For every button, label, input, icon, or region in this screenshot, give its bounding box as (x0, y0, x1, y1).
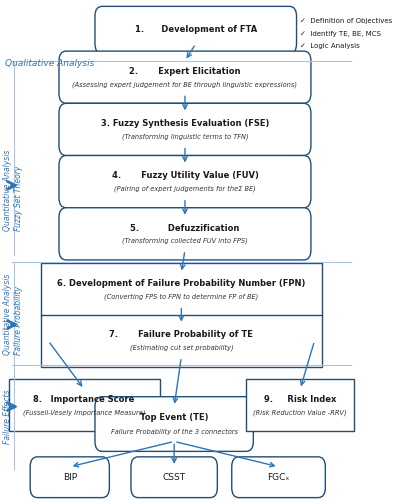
FancyBboxPatch shape (41, 314, 321, 367)
Text: (Risk Reduction Value -RRV): (Risk Reduction Value -RRV) (253, 409, 346, 416)
FancyBboxPatch shape (245, 380, 353, 432)
Text: 3. Fuzzy Synthesis Evaluation (FSE): 3. Fuzzy Synthesis Evaluation (FSE) (101, 119, 269, 128)
FancyBboxPatch shape (131, 457, 217, 498)
Text: 9.     Risk Index: 9. Risk Index (263, 395, 336, 404)
Text: 7.       Failure Probability of TE: 7. Failure Probability of TE (109, 330, 253, 340)
Text: Qualitative Analysis: Qualitative Analysis (5, 59, 94, 68)
Text: Top Event (TE): Top Event (TE) (140, 414, 208, 422)
Text: ✓  Definition of Objectives: ✓ Definition of Objectives (300, 18, 391, 24)
Text: (Transforming linguistic terms to TFN): (Transforming linguistic terms to TFN) (122, 133, 248, 140)
FancyBboxPatch shape (59, 156, 310, 208)
FancyBboxPatch shape (95, 396, 253, 452)
Text: 6. Development of Failure Probability Number (FPN): 6. Development of Failure Probability Nu… (57, 279, 305, 288)
Text: 4.       Fuzzy Utility Value (FUV): 4. Fuzzy Utility Value (FUV) (111, 172, 258, 180)
Text: Failure Probability of the 3 connectors: Failure Probability of the 3 connectors (110, 428, 237, 434)
Text: 8.   Importance Score: 8. Importance Score (33, 395, 134, 404)
Text: Quantitative Analysis
Fuzzy Set Theory: Quantitative Analysis Fuzzy Set Theory (3, 150, 22, 231)
FancyBboxPatch shape (30, 457, 109, 498)
Text: (Converting FPS to FPN to determine FP of BE): (Converting FPS to FPN to determine FP o… (104, 294, 258, 300)
Text: ✓  Logic Analysis: ✓ Logic Analysis (300, 43, 359, 49)
Text: CSST: CSST (162, 472, 185, 482)
FancyBboxPatch shape (231, 457, 324, 498)
Text: 5.          Defuzzification: 5. Defuzzification (130, 224, 239, 232)
Text: (Transforming collected FUV into FPS): (Transforming collected FUV into FPS) (122, 238, 247, 244)
FancyBboxPatch shape (95, 6, 296, 54)
FancyBboxPatch shape (59, 51, 310, 104)
Text: (Fussell-Vesely Importance Measure): (Fussell-Vesely Importance Measure) (23, 409, 145, 416)
FancyBboxPatch shape (41, 264, 321, 316)
Text: 2.       Expert Elicitation: 2. Expert Elicitation (129, 67, 240, 76)
Text: 1.      Development of FTA: 1. Development of FTA (134, 26, 256, 35)
Text: FGCₓ: FGCₓ (267, 472, 289, 482)
Text: (Assessing expert judgement for BE through linguistic expressions): (Assessing expert judgement for BE throu… (72, 81, 297, 87)
Text: (Estimating cut set probability): (Estimating cut set probability) (129, 344, 233, 351)
Text: ✓  Identify TE, BE, MCS: ✓ Identify TE, BE, MCS (300, 30, 380, 36)
FancyBboxPatch shape (59, 208, 310, 260)
FancyBboxPatch shape (59, 104, 310, 156)
Text: BIP: BIP (63, 472, 77, 482)
Text: Quantitative Analysis
Failure Probability: Quantitative Analysis Failure Probabilit… (3, 274, 22, 355)
Text: (Pairing of expert judgements for theΣ BE): (Pairing of expert judgements for theΣ B… (114, 186, 255, 192)
Text: Failure Effects: Failure Effects (3, 390, 12, 444)
FancyBboxPatch shape (8, 380, 159, 432)
